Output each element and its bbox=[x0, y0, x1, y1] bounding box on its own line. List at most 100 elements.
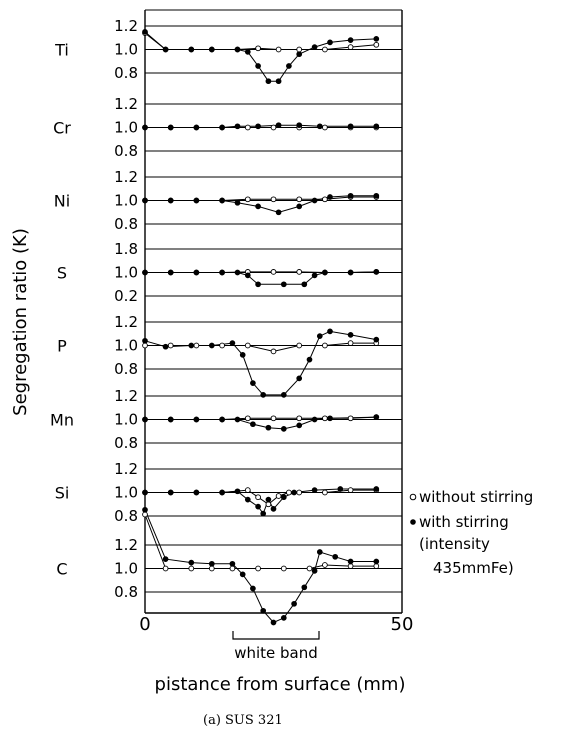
tick-Cr-0: 1.2 bbox=[114, 95, 138, 113]
tick-Si-2: 0.8 bbox=[114, 507, 138, 525]
point-with-C-16 bbox=[373, 558, 380, 565]
point-with-S-5 bbox=[244, 272, 251, 279]
point-with-C-14 bbox=[332, 553, 339, 560]
series-with-P bbox=[144, 330, 377, 396]
point-with-Mn-5 bbox=[250, 421, 256, 428]
tick-C-0: 1.2 bbox=[114, 536, 138, 554]
point-with-S-11 bbox=[347, 269, 354, 276]
point-with-Mn-6 bbox=[265, 424, 272, 431]
point-without-C-0 bbox=[142, 511, 148, 518]
point-with-Ni-4 bbox=[234, 199, 241, 206]
point-with-Ti-12 bbox=[327, 39, 333, 46]
tick-C-1: 1.0 bbox=[114, 560, 138, 578]
point-with-P-4 bbox=[229, 340, 236, 346]
point-with-Mn-2 bbox=[193, 416, 200, 423]
point-with-Cr-8 bbox=[316, 123, 323, 130]
tick-P-2: 0.8 bbox=[114, 360, 138, 378]
legend-open-label: without stirring bbox=[419, 488, 533, 506]
point-with-Ti-3 bbox=[208, 46, 215, 53]
point-without-Mn-7 bbox=[322, 415, 328, 422]
figure-caption: (a) SUS 321 bbox=[203, 713, 283, 728]
point-with-Si-10 bbox=[280, 494, 287, 501]
element-label-Cr: Cr bbox=[53, 119, 71, 138]
point-with-C-12 bbox=[311, 568, 318, 574]
point-with-Cr-2 bbox=[193, 124, 200, 131]
point-without-Si-4 bbox=[244, 487, 251, 493]
point-with-S-12 bbox=[373, 269, 380, 275]
point-without-P-4 bbox=[244, 342, 251, 349]
point-with-Cr-9 bbox=[347, 123, 354, 130]
point-with-Si-0 bbox=[142, 489, 148, 496]
point-without-Cr-4 bbox=[244, 124, 251, 131]
tick-Mn-0: 1.2 bbox=[114, 387, 138, 405]
point-with-Cr-5 bbox=[255, 123, 261, 130]
point-with-Ni-3 bbox=[219, 197, 225, 204]
point-without-Ni-7 bbox=[322, 196, 328, 203]
point-without-S-6 bbox=[296, 269, 303, 275]
point-with-Si-13 bbox=[337, 486, 344, 492]
plot-frame bbox=[144, 9, 403, 614]
point-without-Mn-5 bbox=[270, 415, 277, 422]
tick-Mn-1: 1.0 bbox=[114, 411, 138, 429]
point-with-Ni-11 bbox=[373, 192, 380, 199]
point-with-C-7 bbox=[260, 607, 267, 614]
point-with-Mn-1 bbox=[167, 416, 174, 423]
point-without-C-7 bbox=[306, 565, 313, 572]
point-without-Ni-4 bbox=[244, 196, 251, 203]
point-without-S-5 bbox=[270, 269, 277, 275]
point-with-C-6 bbox=[250, 585, 256, 592]
point-without-C-9 bbox=[347, 563, 354, 569]
point-with-Ti-13 bbox=[347, 37, 354, 43]
point-with-C-11 bbox=[301, 584, 308, 591]
point-with-Mn-11 bbox=[373, 414, 380, 420]
point-without-P-0 bbox=[142, 342, 148, 349]
point-without-Si-5 bbox=[255, 494, 261, 501]
point-without-P-1 bbox=[167, 342, 174, 349]
white-band-label: white band bbox=[234, 644, 318, 662]
tick-S-1: 1.0 bbox=[114, 264, 138, 282]
tick-P-1: 1.0 bbox=[114, 337, 138, 355]
tick-Si-1: 1.0 bbox=[114, 484, 138, 502]
point-with-Ni-0 bbox=[142, 197, 148, 204]
point-with-Ti-7 bbox=[265, 78, 272, 85]
point-without-P-3 bbox=[219, 342, 225, 349]
point-with-C-0 bbox=[142, 506, 148, 513]
point-with-P-2 bbox=[188, 342, 195, 349]
series-points bbox=[142, 29, 380, 626]
point-with-P-3 bbox=[208, 342, 215, 349]
point-with-Ti-9 bbox=[286, 63, 292, 69]
point-with-Cr-0 bbox=[142, 124, 148, 131]
point-without-P-6 bbox=[296, 342, 303, 349]
tick-C-2: 0.8 bbox=[114, 583, 138, 601]
point-without-C-10 bbox=[373, 563, 380, 569]
point-without-Ti-9 bbox=[347, 44, 354, 50]
point-with-P-7 bbox=[260, 392, 267, 398]
point-with-P-9 bbox=[296, 375, 303, 382]
tick-S-2: 0.2 bbox=[114, 287, 138, 305]
y-axis-label: Segregation ratio (K) bbox=[10, 228, 31, 416]
point-with-Ti-4 bbox=[234, 46, 241, 53]
point-without-P-2 bbox=[193, 342, 200, 349]
x-axis-label: pistance from surface (mm) bbox=[155, 674, 406, 695]
point-without-C-8 bbox=[322, 562, 328, 568]
element-label-C: C bbox=[56, 560, 67, 579]
point-without-P-8 bbox=[347, 340, 354, 346]
point-with-Mn-8 bbox=[296, 422, 303, 429]
point-with-Mn-9 bbox=[311, 416, 318, 423]
point-without-Mn-4 bbox=[244, 415, 251, 422]
element-label-S: S bbox=[57, 264, 67, 283]
point-with-Si-11 bbox=[291, 489, 297, 496]
point-with-Mn-3 bbox=[219, 416, 225, 423]
point-with-Ti-5 bbox=[244, 49, 251, 55]
point-with-S-0 bbox=[142, 269, 148, 276]
point-with-C-9 bbox=[280, 615, 287, 621]
point-with-Si-2 bbox=[193, 489, 200, 496]
legend: without stirring with stirring (intensit… bbox=[409, 488, 533, 577]
point-with-C-1 bbox=[162, 556, 169, 562]
tick-S-0: 1.8 bbox=[114, 240, 138, 258]
tick-Ti-1: 1.0 bbox=[114, 41, 138, 59]
point-without-Ni-5 bbox=[270, 196, 277, 203]
point-with-Si-9 bbox=[270, 506, 277, 512]
point-with-Ti-8 bbox=[275, 78, 282, 85]
point-with-Cr-7 bbox=[296, 122, 303, 129]
